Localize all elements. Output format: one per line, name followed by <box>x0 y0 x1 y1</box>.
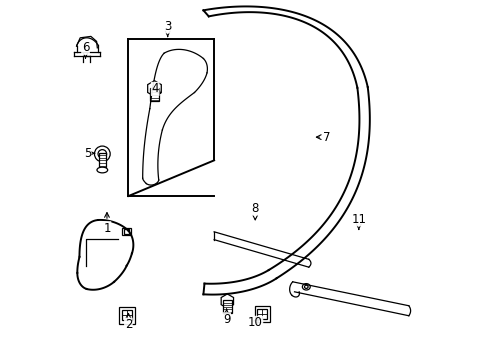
Polygon shape <box>221 294 233 308</box>
FancyBboxPatch shape <box>149 88 159 102</box>
FancyBboxPatch shape <box>223 300 231 313</box>
Text: 10: 10 <box>247 316 262 329</box>
FancyBboxPatch shape <box>257 309 267 319</box>
Text: 7: 7 <box>316 131 330 144</box>
Circle shape <box>98 150 106 158</box>
FancyBboxPatch shape <box>119 307 135 324</box>
FancyBboxPatch shape <box>122 228 131 235</box>
FancyBboxPatch shape <box>254 306 270 322</box>
Ellipse shape <box>302 284 309 290</box>
Circle shape <box>94 146 110 162</box>
Text: 8: 8 <box>251 202 258 220</box>
Text: 9: 9 <box>223 309 230 326</box>
FancyBboxPatch shape <box>122 310 132 320</box>
Ellipse shape <box>97 167 107 173</box>
Text: 2: 2 <box>124 314 132 331</box>
Text: 4: 4 <box>151 82 161 95</box>
FancyBboxPatch shape <box>99 153 106 167</box>
Text: 11: 11 <box>350 213 366 229</box>
Text: 1: 1 <box>103 213 110 235</box>
Ellipse shape <box>304 285 307 288</box>
Polygon shape <box>147 81 161 96</box>
Text: 6: 6 <box>81 41 89 58</box>
Text: 5: 5 <box>83 147 94 160</box>
FancyBboxPatch shape <box>124 229 129 234</box>
Text: 3: 3 <box>163 20 171 36</box>
